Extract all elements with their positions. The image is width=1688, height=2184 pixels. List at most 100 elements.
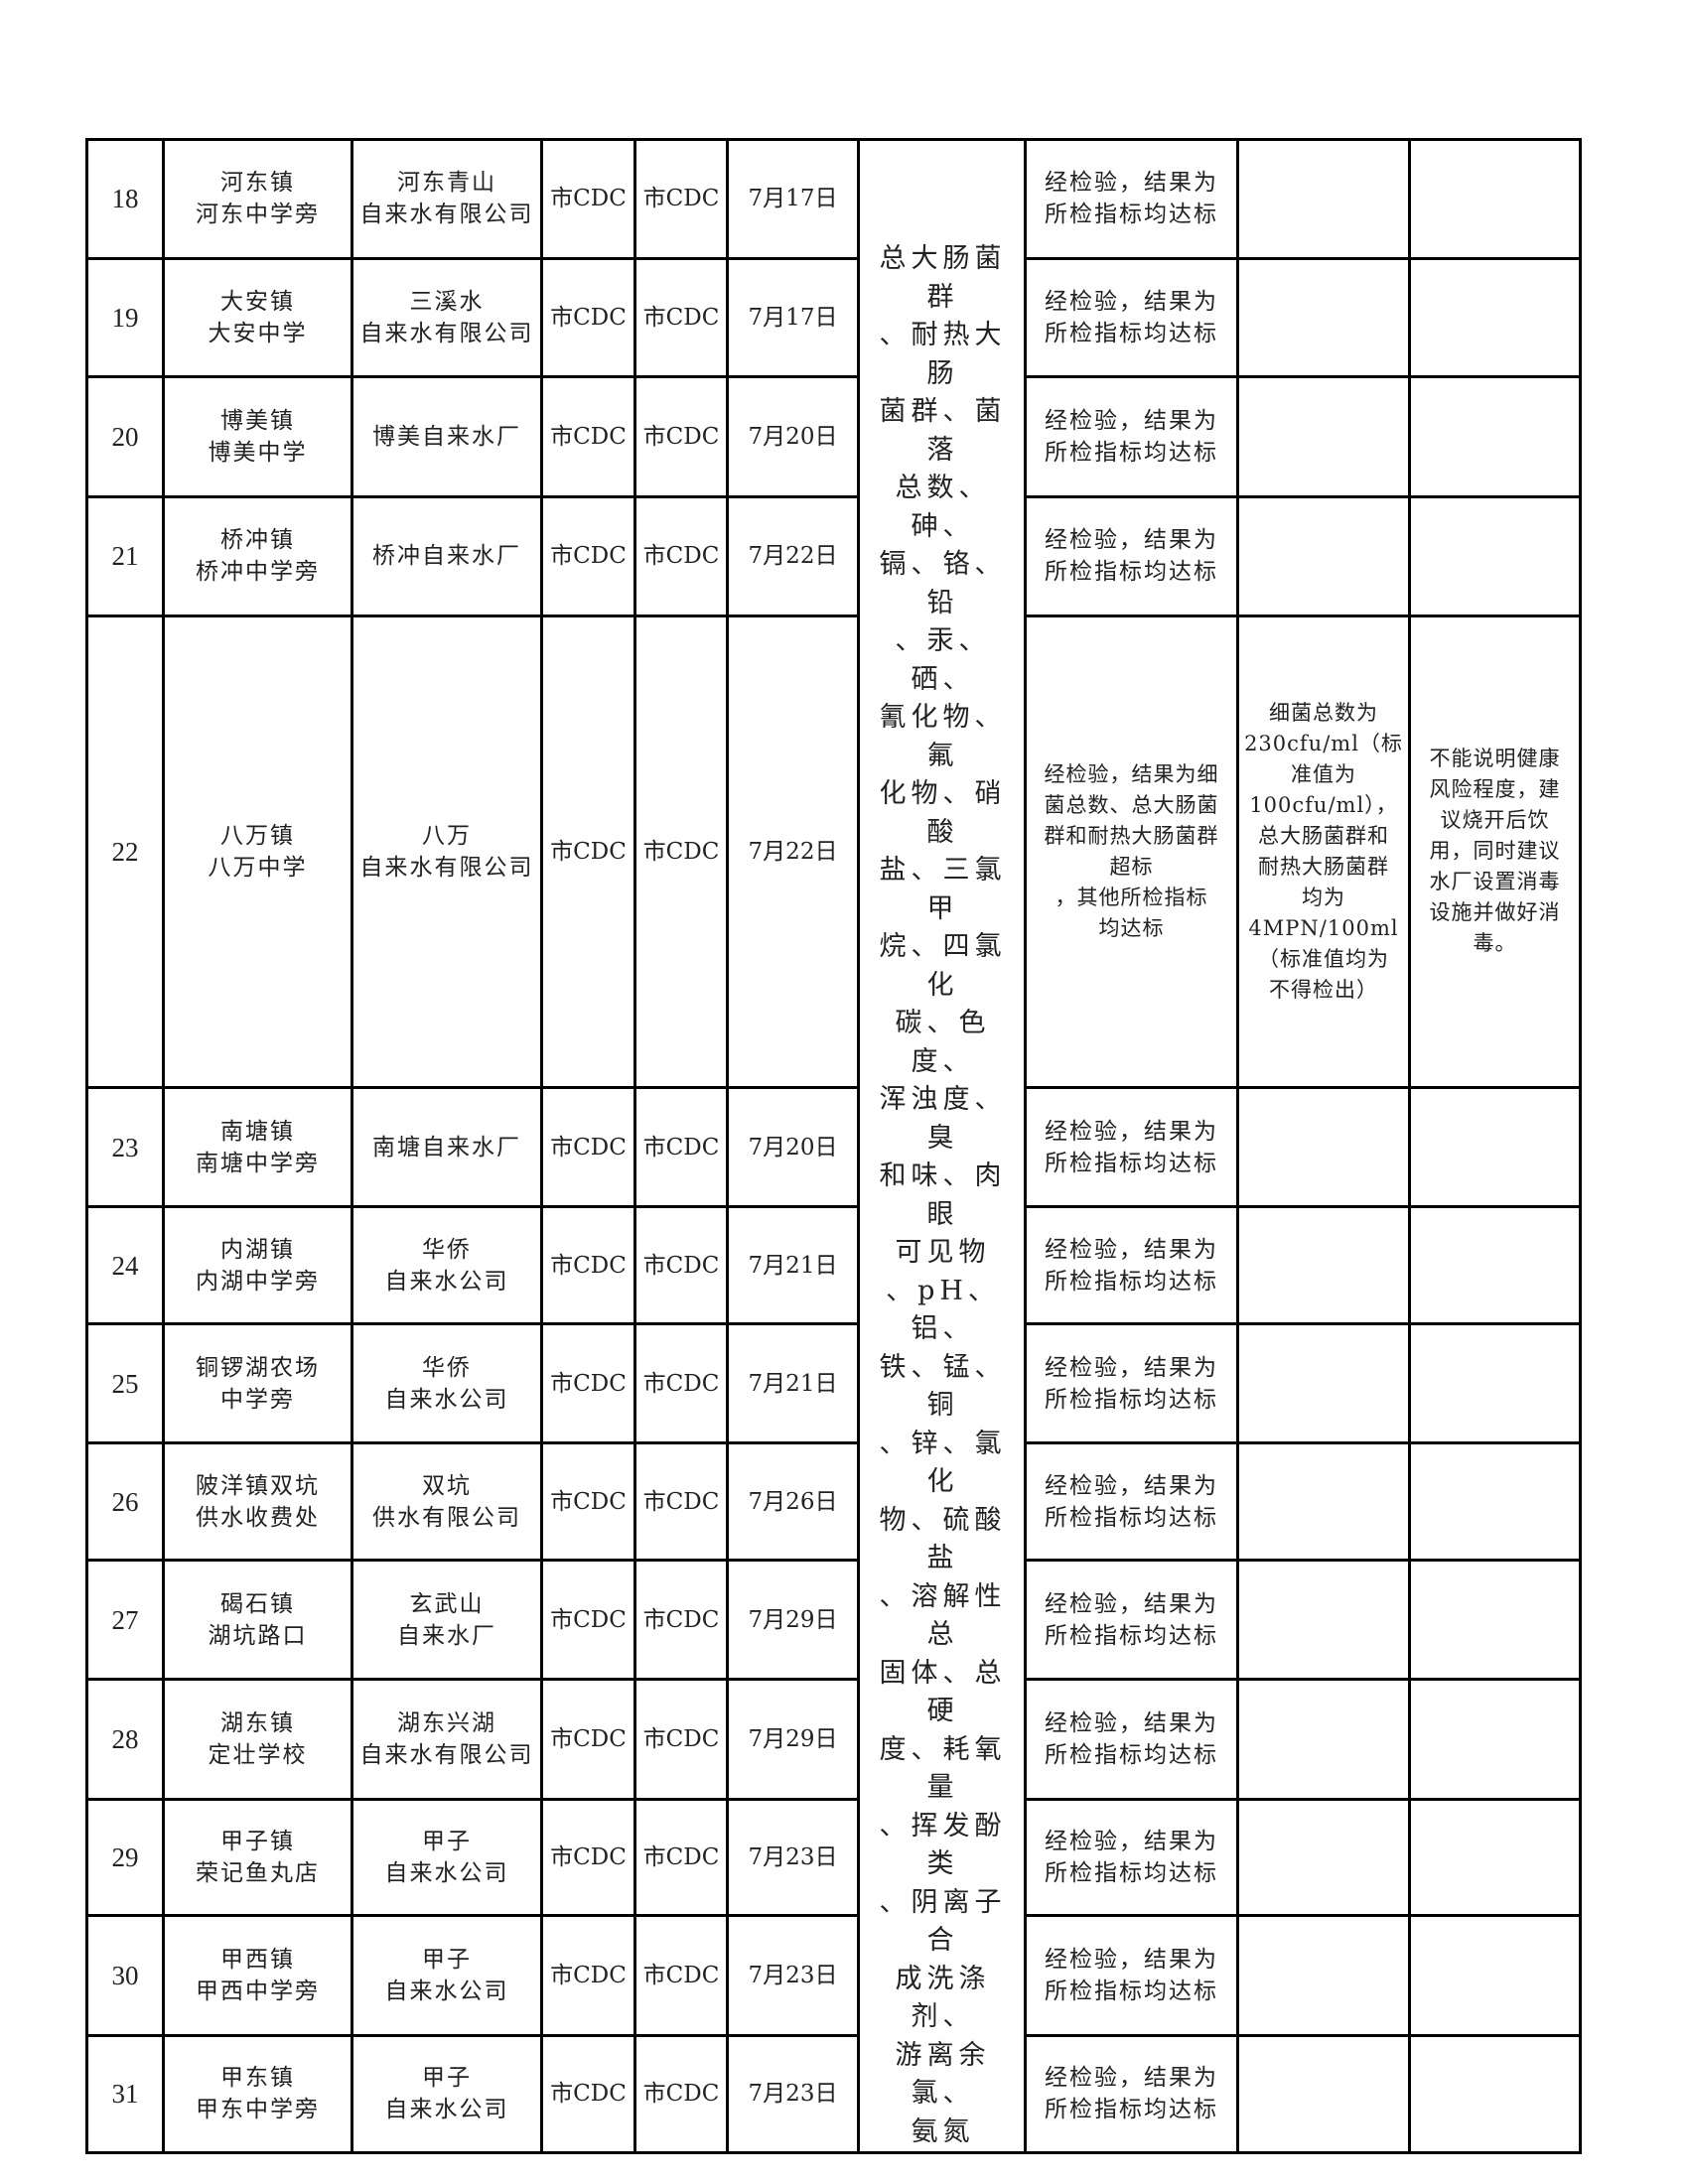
test-result-line: 经检验，结果为 — [1045, 170, 1218, 197]
water-supplier-line: 自来水有限公司 — [359, 854, 534, 881]
test-result-line: 所检指标均达标 — [1045, 1859, 1218, 1886]
sampling-site-line: 甲西中学旁 — [196, 1978, 320, 2004]
exceeded-values — [1236, 1440, 1411, 1563]
table-row: 21 桥冲镇 桥冲中学旁 桥冲自来水厂 市CDC 市CDC 7月22日 经检验，结果为 所检指标… — [85, 494, 1582, 617]
water-supplier: 甲子 自来水公司 — [351, 1797, 543, 1917]
test-result-line: 所检指标均达标 — [1045, 2097, 1218, 2123]
table-row: 20 博美镇 博美中学 博美自来水厂 市CDC 市CDC 7月20日 经检验，结果为 所检指标均… — [85, 375, 1582, 498]
test-result-line: 经检验，结果为 — [1045, 1946, 1218, 1973]
sampling-date: 7月23日 — [726, 2033, 860, 2155]
row-number: 25 — [85, 1322, 165, 1444]
sampling-unit: 市CDC — [540, 1322, 636, 1444]
test-result-line: ，其他所检指标 — [1055, 885, 1208, 909]
sampling-site-line: 桥冲中学旁 — [196, 559, 320, 586]
advice-line: 水厂设置消毒 — [1429, 870, 1561, 894]
sampling-unit: 市CDC — [540, 1797, 636, 1917]
water-supplier-line: 自来水公司 — [384, 2097, 509, 2123]
sampling-date: 7月17日 — [726, 138, 860, 260]
water-supplier-line: 供水有限公司 — [372, 1504, 521, 1531]
water-supplier: 华侨 自来水公司 — [351, 1322, 543, 1444]
advice — [1408, 375, 1582, 498]
testing-unit: 市CDC — [633, 1559, 729, 1681]
water-supplier: 桥冲自来水厂 — [351, 494, 543, 617]
test-result-line: 所检指标均达标 — [1045, 559, 1218, 586]
sampling-unit: 市CDC — [540, 1913, 636, 2037]
sampling-date: 7月21日 — [726, 1322, 860, 1444]
row-number: 19 — [85, 256, 165, 379]
table-row: 29 甲子镇 荣记鱼丸店 甲子 自来水公司 市CDC 市CDC 7月23日 经检验，结果为 所检指… — [85, 1797, 1582, 1917]
test-result-line: 所检指标均达标 — [1045, 1268, 1218, 1295]
table-row: 28 湖东镇 定壮学校 湖东兴湖 自来水有限公司 市CDC 市CDC 7月29日 经检验，结果为… — [85, 1677, 1582, 1801]
table-row: 31 甲东镇 甲东中学旁 甲子 自来水公司 市CDC 市CDC 7月23日 经检验，结果为 所检指… — [85, 2033, 1582, 2155]
testing-unit: 市CDC — [633, 375, 729, 498]
exceeded-values — [1236, 256, 1411, 379]
test-result: 经检验，结果为 所检指标均达标 — [1024, 494, 1239, 617]
water-supplier-line: 自来水厂 — [397, 1622, 496, 1649]
sampling-unit: 市CDC — [540, 375, 636, 498]
test-result-line: 经检验，结果为 — [1045, 1590, 1218, 1617]
sampling-date: 7月23日 — [726, 1913, 860, 2037]
exceeded-values — [1236, 375, 1411, 498]
sampling-date: 7月20日 — [726, 1086, 860, 1208]
sampling-site-line: 荣记鱼丸店 — [196, 1859, 320, 1886]
water-quality-table: 18 河东镇 河东中学旁 河东青山 自来水有限公司 市CDC 市CDC 7月17日 总大肠菌群 … — [85, 138, 1582, 2155]
table-row: 26 陂洋镇双坑 供水收费处 双坑 供水有限公司 市CDC 市CDC 7月26日 经检验，结果为… — [85, 1440, 1582, 1563]
water-supplier-line: 自来水公司 — [384, 1978, 509, 2004]
sampling-site-line: 八万中学 — [208, 854, 308, 881]
advice: 不能说明健康 风险程度，建 议烧开后饮 用，同时建议 水厂设置消毒 设施并做好消 毒。 — [1408, 614, 1582, 1090]
test-result-line: 均达标 — [1098, 915, 1165, 940]
water-supplier: 甲子 自来水公司 — [351, 1913, 543, 2037]
exceeded-values-line: 100cfu/ml）， — [1249, 792, 1398, 817]
table-row: 19 大安镇 大安中学 三溪水 自来水有限公司 市CDC 市CDC 7月17日 经检验，结果为所… — [85, 256, 1582, 379]
water-supplier-line: 桥冲自来水厂 — [372, 543, 521, 570]
water-supplier-line: 双坑 — [422, 1472, 472, 1499]
sampling-site-line: 中学旁 — [220, 1386, 295, 1413]
sampling-date: 7月20日 — [726, 375, 860, 498]
test-result: 经检验，结果为 所检指标均达标 — [1024, 1322, 1239, 1444]
exceeded-values — [1236, 1559, 1411, 1681]
water-supplier-line: 自来水有限公司 — [359, 202, 534, 228]
advice — [1408, 494, 1582, 617]
table-row: 24 内湖镇 内湖中学旁 华侨 自来水公司 市CDC 市CDC 7月21日 经检验，结果为 所检指… — [85, 1204, 1582, 1326]
exceeded-values — [1236, 2033, 1411, 2155]
advice-line: 用，同时建议 — [1429, 839, 1561, 864]
water-supplier: 甲子 自来水公司 — [351, 2033, 543, 2155]
sampling-site: 河东镇 河东中学旁 — [162, 138, 353, 260]
advice-line: 风险程度，建 — [1429, 777, 1561, 802]
water-supplier: 南塘自来水厂 — [351, 1086, 543, 1208]
sampling-site-line: 碣石镇 — [220, 1590, 295, 1617]
sampling-site-line: 大安镇 — [220, 288, 295, 315]
sampling-site-line: 湖坑路口 — [208, 1622, 308, 1649]
sampling-unit: 市CDC — [540, 1559, 636, 1681]
water-supplier: 华侨 自来水公司 — [351, 1204, 543, 1326]
test-result-line: 经检验，结果为 — [1045, 527, 1218, 554]
testing-unit: 市CDC — [633, 494, 729, 617]
table-row: 23 南塘镇 南塘中学旁 南塘自来水厂 市CDC 市CDC 7月20日 经检验，结果为 所检指标… — [85, 1086, 1582, 1208]
water-supplier-line: 自来水公司 — [384, 1859, 509, 1886]
sampling-unit: 市CDC — [540, 138, 636, 260]
water-supplier: 双坑 供水有限公司 — [351, 1440, 543, 1563]
advice — [1408, 1913, 1582, 2037]
test-result-line: 经检验，结果为 — [1045, 1354, 1218, 1381]
sampling-site-line: 铜锣湖农场 — [196, 1354, 320, 1381]
test-result-line: 经检验，结果为 — [1045, 408, 1218, 435]
water-supplier: 湖东兴湖 自来水有限公司 — [351, 1677, 543, 1801]
sampling-unit: 市CDC — [540, 256, 636, 379]
exceeded-values-line: 总大肠菌群和 — [1258, 823, 1389, 848]
water-supplier-line: 自来水公司 — [384, 1386, 509, 1413]
row-number: 27 — [85, 1559, 165, 1681]
testing-unit: 市CDC — [633, 1204, 729, 1326]
water-supplier: 博美自来水厂 — [351, 375, 543, 498]
sampling-site-line: 八万镇 — [220, 822, 295, 849]
water-supplier-line: 南塘自来水厂 — [372, 1134, 521, 1160]
testing-unit: 市CDC — [633, 1797, 729, 1917]
row-number: 26 — [85, 1440, 165, 1563]
exceeded-values: 细菌总数为 230cfu/ml（标 准值为 100cfu/ml）， 总大肠菌群和 耐热大肠… — [1236, 614, 1411, 1090]
tested-items: 总大肠菌群 、耐热大肠 菌群、菌落 总数、砷、 镉、铬、铅 、汞、硒、 氰化物、… — [857, 138, 1027, 2154]
sampling-date: 7月23日 — [726, 1797, 860, 1917]
sampling-site: 桥冲镇 桥冲中学旁 — [162, 494, 353, 617]
sampling-site: 内湖镇 内湖中学旁 — [162, 1204, 353, 1326]
sampling-site-line: 供水收费处 — [196, 1504, 320, 1531]
sampling-site-line: 湖东镇 — [220, 1709, 295, 1736]
test-result-line: 所检指标均达标 — [1045, 1622, 1218, 1649]
